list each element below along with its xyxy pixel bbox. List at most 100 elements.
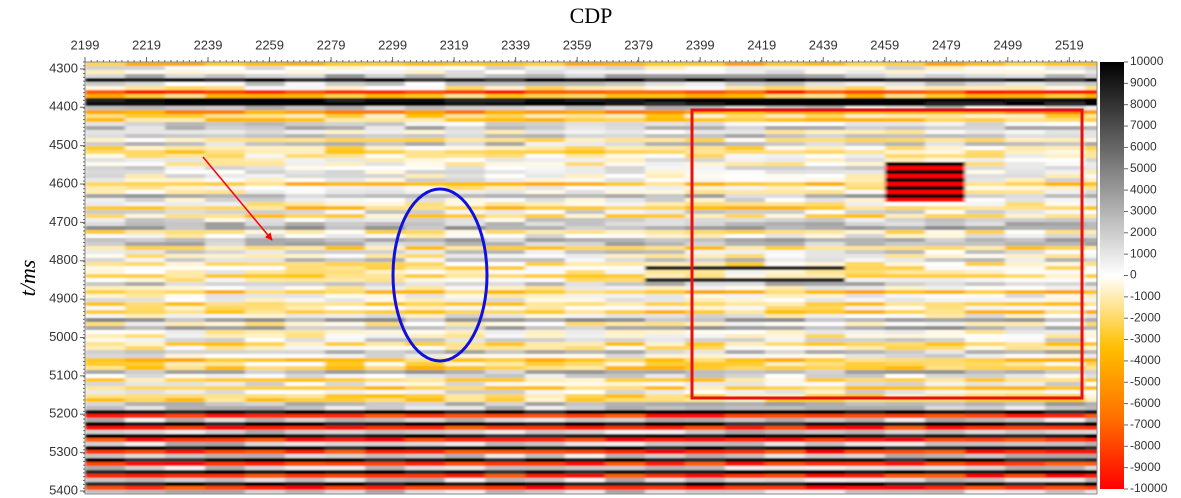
seismic-band bbox=[285, 190, 326, 195]
seismic-band bbox=[165, 98, 206, 103]
seismic-band bbox=[965, 470, 1006, 475]
seismic-band bbox=[645, 470, 686, 475]
seismic-band bbox=[125, 418, 166, 423]
seismic-band bbox=[1085, 386, 1097, 391]
seismic-band bbox=[405, 82, 446, 87]
x-tick-label: 2479 bbox=[932, 37, 961, 52]
seismic-band bbox=[245, 174, 286, 179]
seismic-band bbox=[205, 194, 246, 199]
seismic-band bbox=[1085, 394, 1097, 399]
seismic-band bbox=[605, 298, 646, 303]
seismic-band bbox=[125, 222, 166, 227]
seismic-band bbox=[565, 446, 606, 451]
seismic-band bbox=[1085, 354, 1097, 359]
seismic-band bbox=[1045, 434, 1086, 439]
seismic-band bbox=[165, 158, 206, 163]
seismic-band bbox=[925, 446, 966, 451]
seismic-band bbox=[845, 202, 886, 207]
seismic-band bbox=[885, 154, 926, 159]
seismic-band bbox=[845, 186, 886, 191]
seismic-band bbox=[605, 86, 646, 91]
seismic-band bbox=[1045, 242, 1086, 247]
x-tick-label: 2359 bbox=[563, 37, 592, 52]
seismic-band bbox=[125, 370, 166, 375]
seismic-band bbox=[285, 422, 326, 427]
seismic-band bbox=[965, 70, 1006, 75]
seismic-band bbox=[925, 458, 966, 463]
seismic-band bbox=[845, 386, 886, 391]
seismic-band bbox=[925, 298, 966, 303]
seismic-band bbox=[645, 178, 686, 183]
seismic-band bbox=[885, 274, 926, 279]
seismic-band bbox=[285, 182, 326, 187]
seismic-band bbox=[445, 178, 486, 183]
seismic-band bbox=[325, 306, 366, 311]
seismic-band bbox=[565, 170, 606, 175]
seismic-band bbox=[765, 438, 806, 443]
seismic-band bbox=[525, 258, 566, 263]
seismic-band bbox=[165, 414, 206, 419]
seismic-band bbox=[1085, 94, 1097, 99]
seismic-band bbox=[805, 490, 846, 494]
seismic-band bbox=[965, 346, 1006, 351]
seismic-band bbox=[885, 278, 926, 283]
seismic-band bbox=[1045, 330, 1086, 335]
seismic-band bbox=[605, 454, 646, 459]
seismic-band bbox=[925, 214, 966, 219]
seismic-band bbox=[805, 426, 846, 431]
seismic-band bbox=[605, 194, 646, 199]
seismic-band bbox=[885, 434, 926, 439]
seismic-band bbox=[965, 218, 1006, 223]
seismic-band bbox=[605, 402, 646, 407]
seismic-band bbox=[525, 398, 566, 403]
seismic-band bbox=[405, 486, 446, 491]
x-tick-label: 2259 bbox=[255, 37, 284, 52]
seismic-band bbox=[645, 90, 686, 95]
seismic-band bbox=[285, 434, 326, 439]
seismic-band bbox=[925, 138, 966, 143]
seismic-band bbox=[685, 370, 726, 375]
seismic-band bbox=[645, 94, 686, 99]
seismic-band bbox=[85, 106, 126, 111]
seismic-band bbox=[645, 290, 686, 295]
seismic-band bbox=[485, 442, 526, 447]
seismic-band bbox=[165, 270, 206, 275]
seismic-band bbox=[845, 290, 886, 295]
seismic-band bbox=[205, 370, 246, 375]
seismic-band bbox=[965, 478, 1006, 483]
seismic-band bbox=[405, 162, 446, 167]
seismic-band bbox=[445, 410, 486, 415]
seismic-band bbox=[565, 450, 606, 455]
seismic-band bbox=[645, 298, 686, 303]
seismic-band bbox=[565, 102, 606, 107]
seismic-band bbox=[605, 382, 646, 387]
seismic-band bbox=[405, 374, 446, 379]
seismic-band bbox=[605, 330, 646, 335]
seismic-band bbox=[725, 94, 766, 99]
seismic-band bbox=[605, 362, 646, 367]
seismic-band bbox=[885, 482, 926, 487]
seismic-band bbox=[205, 446, 246, 451]
seismic-band bbox=[1005, 86, 1046, 91]
seismic-band bbox=[1005, 242, 1046, 247]
x-tick-label: 2419 bbox=[747, 37, 776, 52]
seismic-band bbox=[925, 274, 966, 279]
colorbar-tick-label: -9000 bbox=[1130, 460, 1161, 474]
seismic-band bbox=[85, 150, 126, 155]
seismic-band bbox=[485, 290, 526, 295]
seismic-band bbox=[885, 62, 926, 67]
seismic-band bbox=[885, 166, 926, 171]
seismic-band bbox=[245, 114, 286, 119]
seismic-band bbox=[685, 182, 726, 187]
seismic-band bbox=[845, 234, 886, 239]
seismic-band bbox=[525, 206, 566, 211]
seismic-band bbox=[1045, 370, 1086, 375]
seismic-band bbox=[325, 222, 366, 227]
seismic-band bbox=[85, 438, 126, 443]
seismic-band bbox=[125, 146, 166, 151]
seismic-band bbox=[85, 390, 126, 395]
seismic-band bbox=[1045, 146, 1086, 151]
seismic-band bbox=[485, 206, 526, 211]
seismic-band bbox=[765, 262, 806, 267]
seismic-band bbox=[325, 122, 366, 127]
